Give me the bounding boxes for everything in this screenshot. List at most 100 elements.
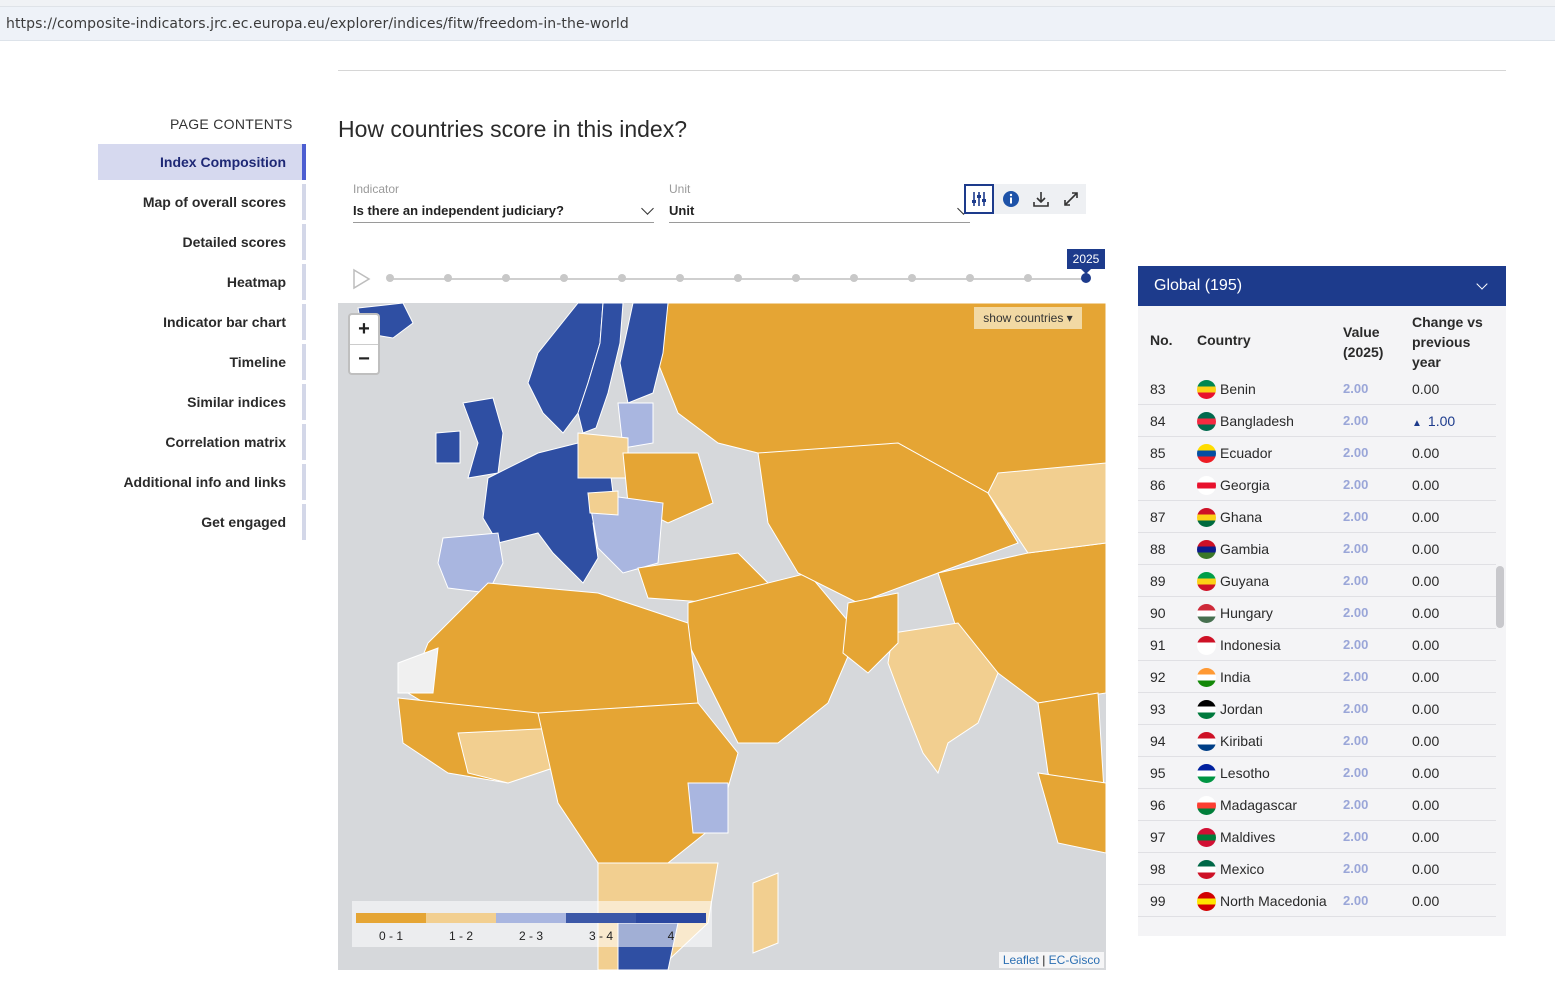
country-name: North Macedonia <box>1220 893 1327 909</box>
table-row[interactable]: 98 Mexico 2.00 0.00 <box>1138 853 1496 885</box>
show-countries-dropdown[interactable]: show countries ▾ <box>974 307 1082 329</box>
country-name: India <box>1220 669 1251 685</box>
table-row[interactable]: 94 Kiribati 2.00 0.00 <box>1138 725 1496 757</box>
legend-item: 0 - 1 <box>356 913 426 943</box>
country-change: 0.00 <box>1412 445 1439 461</box>
toc-item-heatmap[interactable]: Heatmap <box>98 264 306 300</box>
country-name: Madagascar <box>1220 797 1298 813</box>
toc-item-timeline[interactable]: Timeline <box>98 344 306 380</box>
timeline-dot[interactable] <box>676 274 684 282</box>
region-baltics <box>617 402 654 449</box>
toc-item-detailed-scores[interactable]: Detailed scores <box>98 224 306 260</box>
country-change-value: 0.00 <box>1412 701 1440 717</box>
country-change: 0.00 <box>1412 381 1439 397</box>
table-row[interactable]: 95 Lesotho 2.00 0.00 <box>1138 757 1496 789</box>
play-icon[interactable] <box>350 268 372 295</box>
country-name: Ghana <box>1220 509 1263 525</box>
leaflet-link[interactable]: Leaflet <box>1002 953 1039 967</box>
table-row[interactable]: 93 Jordan 2.00 0.00 <box>1138 693 1496 725</box>
header-no[interactable]: No. <box>1150 332 1173 348</box>
country-name: Maldives <box>1220 829 1276 845</box>
zoom-out-button[interactable]: − <box>358 348 370 370</box>
flag-icon <box>1197 732 1216 751</box>
country-change-value: 0.00 <box>1412 829 1440 845</box>
timeline-dot-selected[interactable] <box>1081 273 1091 283</box>
table-row[interactable]: 87 Ghana 2.00 0.00 <box>1138 501 1496 533</box>
table-scrollbar[interactable] <box>1496 566 1504 628</box>
ranking-table: No. Country Value (2025) Change vs previ… <box>1138 306 1506 936</box>
toc-item-indicator-bar-chart[interactable]: Indicator bar chart <box>98 304 306 340</box>
table-row[interactable]: 92 India 2.00 0.00 <box>1138 661 1496 693</box>
toc-item-index-composition[interactable]: Index Composition <box>98 144 306 180</box>
page-contents-nav: Index Composition Map of overall scores … <box>98 144 306 544</box>
country-name: Lesotho <box>1220 765 1270 781</box>
timeline-dot[interactable] <box>618 274 626 282</box>
toc-item-additional-info[interactable]: Additional info and links <box>98 464 306 500</box>
toc-item-correlation-matrix[interactable]: Correlation matrix <box>98 424 306 460</box>
legend-item: 1 - 2 <box>426 913 496 943</box>
table-header: No. Country Value (2025) Change vs previ… <box>1138 306 1496 374</box>
flag-icon <box>1197 796 1216 815</box>
row-number: 83 <box>1150 381 1166 397</box>
timeline-dot[interactable] <box>734 274 742 282</box>
table-row[interactable]: 99 North Macedonia 2.00 0.00 <box>1138 885 1496 917</box>
toc-item-map-of-overall-scores[interactable]: Map of overall scores <box>98 184 306 220</box>
info-icon[interactable] <box>996 184 1026 214</box>
legend-item: 4 <box>636 913 706 943</box>
legend-label: 0 - 1 <box>378 929 403 943</box>
row-number: 97 <box>1150 829 1166 845</box>
timeline-dot[interactable] <box>792 274 800 282</box>
table-row[interactable]: 97 Maldives 2.00 0.00 <box>1138 821 1496 853</box>
zoom-in-button[interactable]: + <box>350 315 378 345</box>
address-bar[interactable]: https://composite-indicators.jrc.ec.euro… <box>0 7 1555 41</box>
legend-item: 3 - 4 <box>566 913 636 943</box>
timeline-dot[interactable] <box>908 274 916 282</box>
timeline-dot[interactable] <box>444 274 452 282</box>
country-name: Mexico <box>1220 861 1265 877</box>
indicator-select[interactable]: Is there an independent judiciary? <box>353 200 654 223</box>
toc-title: PAGE CONTENTS <box>170 116 293 132</box>
header-change[interactable]: Change vs previous year <box>1412 314 1483 370</box>
choropleth-map[interactable]: + − show countries ▾ 0 - 1 1 - 2 2 - 3 3… <box>338 303 1106 970</box>
timeline-dot[interactable] <box>560 274 568 282</box>
timeline-dot[interactable] <box>1024 274 1032 282</box>
table-row[interactable]: 83 Benin 2.00 0.00 <box>1138 373 1496 405</box>
table-row[interactable]: 90 Hungary 2.00 0.00 <box>1138 597 1496 629</box>
toc-item-similar-indices[interactable]: Similar indices <box>98 384 306 420</box>
timeline-dot[interactable] <box>966 274 974 282</box>
timeline-dot[interactable] <box>502 274 510 282</box>
region-belarus <box>577 432 629 479</box>
download-icon[interactable] <box>1026 184 1056 214</box>
table-row[interactable]: 88 Gambia 2.00 0.00 <box>1138 533 1496 565</box>
flag-icon <box>1197 540 1216 559</box>
table-row[interactable]: 89 Guyana 2.00 0.00 <box>1138 565 1496 597</box>
table-row[interactable]: 86 Georgia 2.00 0.00 <box>1138 469 1496 501</box>
legend-label: 2 - 3 <box>518 929 543 943</box>
fullscreen-icon[interactable] <box>1056 184 1086 214</box>
map-shapes <box>357 303 1106 970</box>
country-change-value: 0.00 <box>1412 541 1440 557</box>
header-country[interactable]: Country <box>1197 332 1251 348</box>
country-change-value: 0.00 <box>1412 669 1440 685</box>
timeline-dot[interactable] <box>850 274 858 282</box>
table-row[interactable]: 84 Bangladesh 2.00 ▲ 1.00 <box>1138 405 1496 437</box>
legend-label: 4 <box>667 929 675 943</box>
timeline-dot[interactable] <box>386 274 394 282</box>
ec-gisco-link[interactable]: EC-Gisco <box>1048 953 1100 967</box>
unit-select[interactable]: Unit <box>669 200 970 223</box>
table-row[interactable]: 91 Indonesia 2.00 0.00 <box>1138 629 1496 661</box>
toc-item-get-engaged[interactable]: Get engaged <box>98 504 306 540</box>
country-change-value: 0.00 <box>1412 509 1440 525</box>
country-value: 2.00 <box>1343 733 1369 748</box>
legend-label: 1 - 2 <box>448 929 473 943</box>
country-value: 2.00 <box>1343 701 1369 716</box>
header-value[interactable]: Value (2025) <box>1343 324 1384 360</box>
country-change-value: 0.00 <box>1412 445 1440 461</box>
table-row[interactable]: 85 Ecuador 2.00 0.00 <box>1138 437 1496 469</box>
sliders-icon[interactable] <box>964 184 994 214</box>
country-change-value: 0.00 <box>1412 605 1440 621</box>
country-change: 0.00 <box>1412 605 1439 621</box>
flag-icon <box>1197 828 1216 847</box>
region-select[interactable]: Global (195) <box>1138 266 1506 306</box>
table-row[interactable]: 96 Madagascar 2.00 0.00 <box>1138 789 1496 821</box>
